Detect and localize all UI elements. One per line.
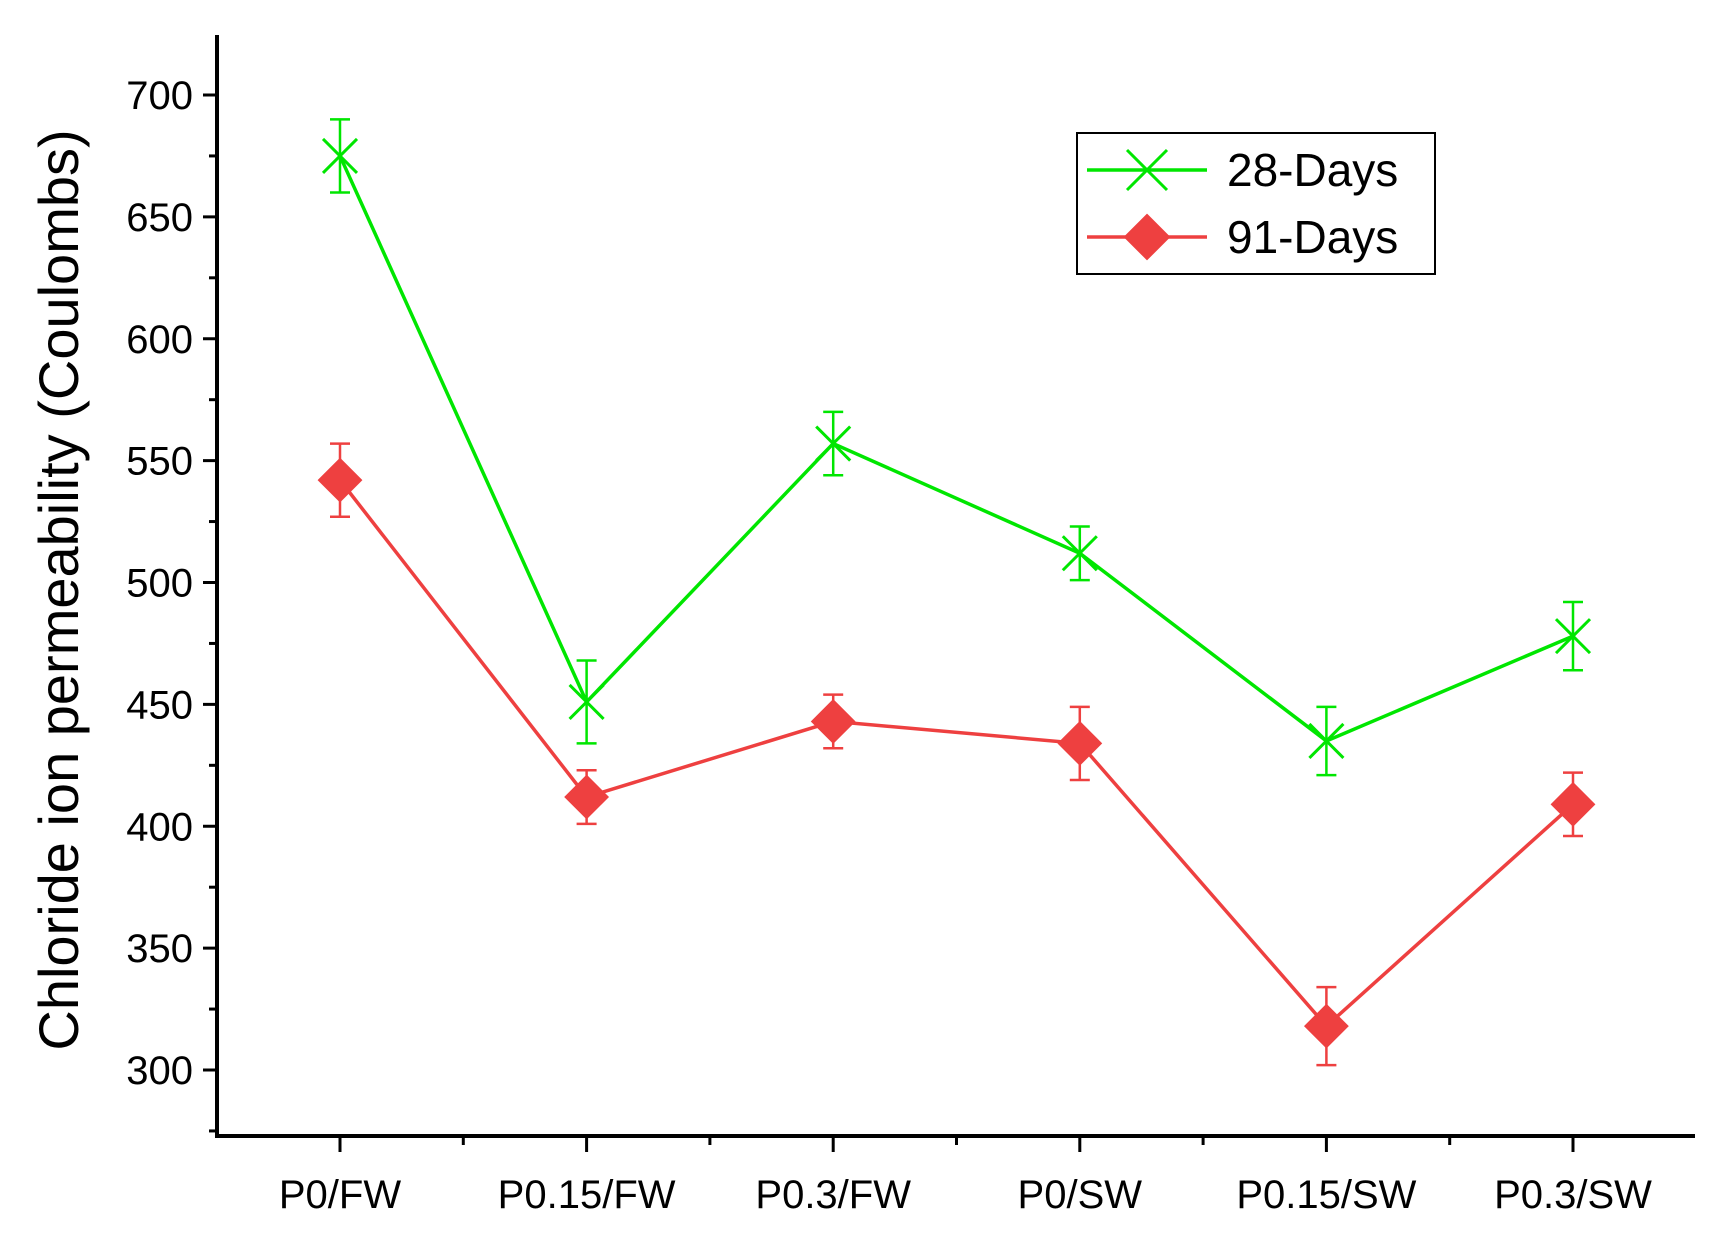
- x-marker: [568, 683, 605, 720]
- y-tick-label: 550: [126, 440, 193, 484]
- x-marker: [321, 137, 359, 174]
- x-ticks: P0/FW P0.15/FW P0.3/FW P0/SW P0.15/SW P0.3/SW: [279, 1136, 1652, 1217]
- series-28-Days: [321, 118, 1592, 777]
- diamond-marker: [564, 774, 610, 820]
- y-tick-label: 400: [126, 805, 193, 849]
- series-layer: [317, 118, 1596, 1067]
- legend: 28-Days 91-Days: [1076, 132, 1436, 275]
- legend-item: 28-Days: [1087, 144, 1398, 196]
- y-tick-label: 700: [126, 74, 193, 118]
- series-91-Days: [317, 442, 1596, 1067]
- legend-label: 91-Days: [1227, 211, 1398, 263]
- x-tick-label: P0.3/SW: [1494, 1173, 1652, 1217]
- x-tick-label: P0.3/FW: [755, 1173, 911, 1217]
- x-marker: [1125, 148, 1169, 192]
- y-ticks: 300 350 400 450 500 550 600 650 700: [126, 74, 217, 1133]
- legend-item: 91-Days: [1087, 211, 1398, 263]
- diamond-marker: [1303, 1003, 1349, 1049]
- y-tick-label: 450: [126, 683, 193, 727]
- y-tick-label: 650: [126, 196, 193, 240]
- y-axis-title: Chloride ion permeability (Coulombs): [27, 129, 90, 1050]
- x-marker: [1554, 618, 1592, 655]
- x-marker: [1308, 722, 1345, 759]
- y-tick-label: 350: [126, 927, 193, 971]
- x-tick-label: P0/FW: [279, 1173, 401, 1217]
- diamond-marker: [1057, 720, 1103, 766]
- legend-box: [1076, 132, 1436, 275]
- axes: [215, 35, 1695, 1138]
- series-line: [338, 155, 1574, 743]
- diamond-marker: [810, 699, 856, 744]
- y-tick-label: 600: [126, 318, 193, 362]
- diamond-marker: [1123, 213, 1171, 261]
- legend-label: 28-Days: [1227, 144, 1398, 196]
- y-tick-label: 300: [126, 1049, 193, 1093]
- x-tick-label: P0.15/FW: [498, 1173, 676, 1217]
- diamond-marker: [1550, 781, 1596, 827]
- y-tick-label: 500: [126, 562, 193, 606]
- series-line: [338, 479, 1575, 1029]
- x-marker: [1061, 535, 1098, 572]
- x-tick-label: P0.15/SW: [1236, 1173, 1416, 1217]
- diamond-marker: [317, 457, 363, 503]
- x-marker: [815, 425, 852, 462]
- x-tick-label: P0/SW: [1018, 1173, 1143, 1217]
